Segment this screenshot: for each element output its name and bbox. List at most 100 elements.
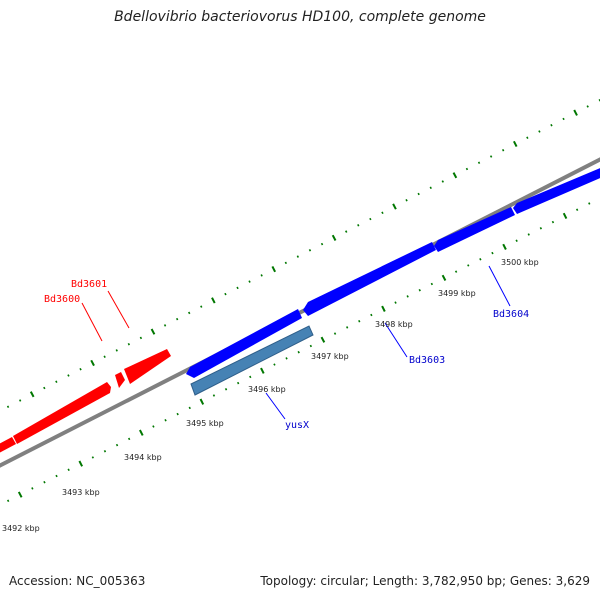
outer-tick-mark: [381, 211, 384, 215]
inner-tick-mark: [91, 456, 95, 459]
inner-tick-mark: [309, 344, 313, 348]
outer-tick-mark: [513, 140, 518, 148]
outer-tick-mark: [150, 328, 156, 335]
outer-tick-mark: [224, 292, 227, 296]
inner-tick-mark: [539, 227, 543, 230]
outer-tick-mark: [429, 186, 432, 190]
gene-arrow-bd3600[interactable]: [13, 382, 111, 444]
gene-arrow-left-partial[interactable]: [0, 437, 16, 453]
outer-tick-mark: [236, 286, 239, 290]
inner-tick-mark: [297, 350, 300, 354]
kbp-label-3496: 3496 kbp: [248, 385, 286, 394]
outer-tick-mark: [308, 249, 312, 252]
inner-tick-ring: [6, 202, 591, 503]
gene-arrow-bd3604[interactable]: [434, 207, 515, 252]
gene-arrow-bd3601[interactable]: [115, 372, 125, 388]
leader-bd3603: [384, 322, 408, 358]
outer-tick-mark: [284, 261, 288, 265]
gene-label-bd3600[interactable]: Bd3600: [44, 294, 80, 305]
outer-tick-mark: [586, 105, 589, 108]
gene-arrow-bd3603[interactable]: [303, 242, 436, 316]
outer-tick-mark: [43, 386, 46, 390]
gene-label-yusx[interactable]: yusX: [285, 420, 309, 431]
outer-tick-mark: [18, 399, 22, 402]
kbp-label-3495: 3495 kbp: [186, 419, 224, 428]
gene-arrow-red-3[interactable]: [124, 349, 171, 384]
inner-tick-mark: [164, 419, 167, 422]
gene-arrow-blue-1[interactable]: [186, 309, 302, 378]
inner-tick-mark: [320, 336, 326, 343]
inner-tick-mark: [441, 274, 447, 281]
inner-tick-mark: [103, 450, 107, 453]
outer-tick-mark: [405, 199, 408, 202]
outer-tick-mark: [550, 123, 553, 127]
inner-tick-mark: [139, 429, 144, 436]
inner-tick-mark: [285, 357, 288, 360]
outer-tick-mark: [331, 234, 337, 241]
outer-tick-mark: [260, 274, 263, 277]
outer-tick-mark: [29, 391, 35, 398]
inner-tick-mark: [115, 443, 119, 447]
outer-tick-mark: [296, 255, 300, 258]
outer-tick-mark: [188, 311, 191, 315]
inner-tick-mark: [358, 319, 361, 323]
outer-tick-mark: [538, 130, 541, 133]
gene-label-bd3601[interactable]: Bd3601: [71, 279, 107, 290]
feature-yusx[interactable]: [190, 325, 314, 396]
map-title: Bdellovibrio bacteriovorus HD100, comple…: [114, 9, 486, 25]
leader-bd3600: [81, 302, 103, 342]
gene-label-bd3604[interactable]: Bd3604: [493, 309, 529, 320]
outer-tick-mark: [452, 172, 458, 179]
inner-tick-mark: [188, 406, 191, 410]
kbp-label-3494: 3494 kbp: [124, 453, 162, 462]
outer-tick-mark: [369, 217, 372, 221]
inner-tick-mark: [249, 375, 252, 379]
kbp-label-3497: 3497 kbp: [311, 352, 349, 361]
outer-tick-mark: [90, 359, 95, 367]
inner-tick-mark: [152, 425, 155, 428]
outer-tick-mark: [67, 374, 70, 377]
inner-tick-mark: [381, 305, 386, 312]
outer-tick-mark: [573, 109, 578, 116]
leader-bd3601: [107, 290, 130, 329]
inner-tick-mark: [212, 394, 216, 397]
outer-tick-mark: [477, 161, 481, 164]
inner-tick-mark: [406, 295, 409, 298]
leader-yusx: [265, 392, 286, 420]
inner-tick-mark: [6, 499, 10, 503]
outer-tick-mark: [139, 336, 143, 340]
inner-tick-mark: [345, 326, 349, 329]
inner-tick-mark: [55, 474, 58, 478]
inner-tick-mark: [454, 270, 458, 273]
outer-tick-mark: [175, 317, 179, 321]
inner-tick-mark: [502, 243, 507, 250]
inner-tick-mark: [491, 251, 494, 255]
outer-tick-mark: [115, 349, 118, 352]
outer-tick-mark: [562, 117, 565, 121]
inner-tick-mark: [418, 288, 421, 292]
gene-label-bd3603[interactable]: Bd3603: [409, 355, 445, 366]
outer-tick-mark: [441, 180, 444, 183]
inner-tick-mark: [67, 468, 70, 472]
inner-tick-mark: [31, 487, 34, 490]
outer-tick-mark: [465, 167, 469, 171]
accession-text: Accession: NC_005363: [9, 574, 146, 588]
outer-tick-ring: [6, 98, 600, 408]
outer-tick-mark: [163, 324, 167, 327]
gene-arrow-blue-4[interactable]: [513, 166, 600, 214]
inner-tick-mark: [575, 208, 579, 211]
inner-tick-mark: [273, 363, 276, 366]
inner-tick-mark: [394, 301, 397, 304]
outer-tick-mark: [489, 155, 493, 158]
inner-tick-mark: [17, 491, 23, 498]
outer-tick-mark: [55, 380, 58, 383]
genome-backbone: [0, 157, 600, 468]
outer-tick-mark: [501, 148, 505, 152]
outer-tick-mark: [417, 192, 420, 196]
inner-tick-mark: [236, 381, 240, 385]
outer-tick-mark: [200, 305, 203, 308]
kbp-label-3499: 3499 kbp: [438, 289, 476, 298]
inner-tick-mark: [515, 239, 518, 242]
outer-tick-mark: [248, 280, 251, 283]
